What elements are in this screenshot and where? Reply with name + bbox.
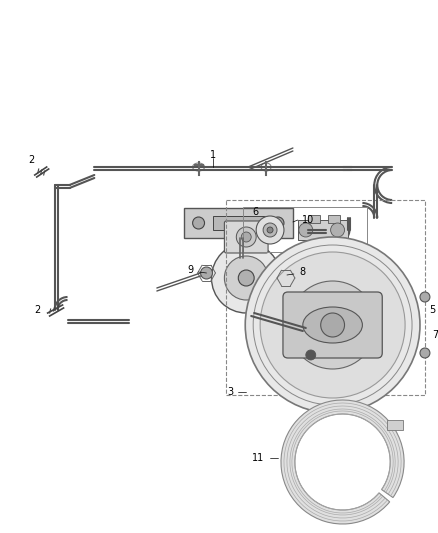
- Text: 6: 6: [252, 207, 258, 217]
- Text: 11: 11: [252, 453, 264, 463]
- Text: 2: 2: [35, 305, 41, 315]
- Circle shape: [306, 350, 316, 360]
- Bar: [298, 220, 347, 240]
- Circle shape: [238, 270, 254, 286]
- Circle shape: [301, 322, 315, 336]
- Bar: [243, 207, 367, 252]
- Wedge shape: [281, 400, 404, 524]
- Circle shape: [265, 220, 281, 236]
- Text: 1: 1: [210, 150, 216, 160]
- Bar: [387, 421, 403, 430]
- Circle shape: [201, 267, 212, 279]
- Text: 7: 7: [432, 330, 438, 340]
- Circle shape: [321, 313, 345, 337]
- Bar: [328, 215, 339, 223]
- FancyBboxPatch shape: [224, 221, 268, 253]
- FancyBboxPatch shape: [283, 292, 382, 358]
- Circle shape: [212, 243, 281, 313]
- Text: 2: 2: [28, 155, 35, 165]
- Text: 8: 8: [300, 267, 306, 277]
- Circle shape: [420, 348, 430, 358]
- Circle shape: [280, 272, 292, 284]
- Circle shape: [420, 292, 430, 302]
- Text: 9: 9: [187, 265, 194, 275]
- Circle shape: [267, 227, 273, 233]
- Bar: [213, 216, 273, 230]
- Circle shape: [272, 217, 284, 229]
- Circle shape: [237, 227, 256, 247]
- Circle shape: [260, 252, 405, 398]
- Bar: [226, 200, 425, 395]
- Circle shape: [193, 217, 205, 229]
- Circle shape: [241, 232, 251, 242]
- Circle shape: [331, 223, 345, 237]
- Circle shape: [224, 256, 268, 300]
- Circle shape: [299, 223, 313, 237]
- Circle shape: [289, 281, 376, 369]
- Ellipse shape: [303, 307, 362, 343]
- Text: 10: 10: [302, 215, 314, 225]
- Bar: [184, 208, 293, 238]
- Circle shape: [256, 216, 284, 244]
- Circle shape: [263, 223, 277, 237]
- Circle shape: [245, 237, 420, 413]
- Bar: [308, 215, 320, 223]
- Text: 5: 5: [429, 305, 435, 315]
- Text: 3: 3: [227, 387, 233, 397]
